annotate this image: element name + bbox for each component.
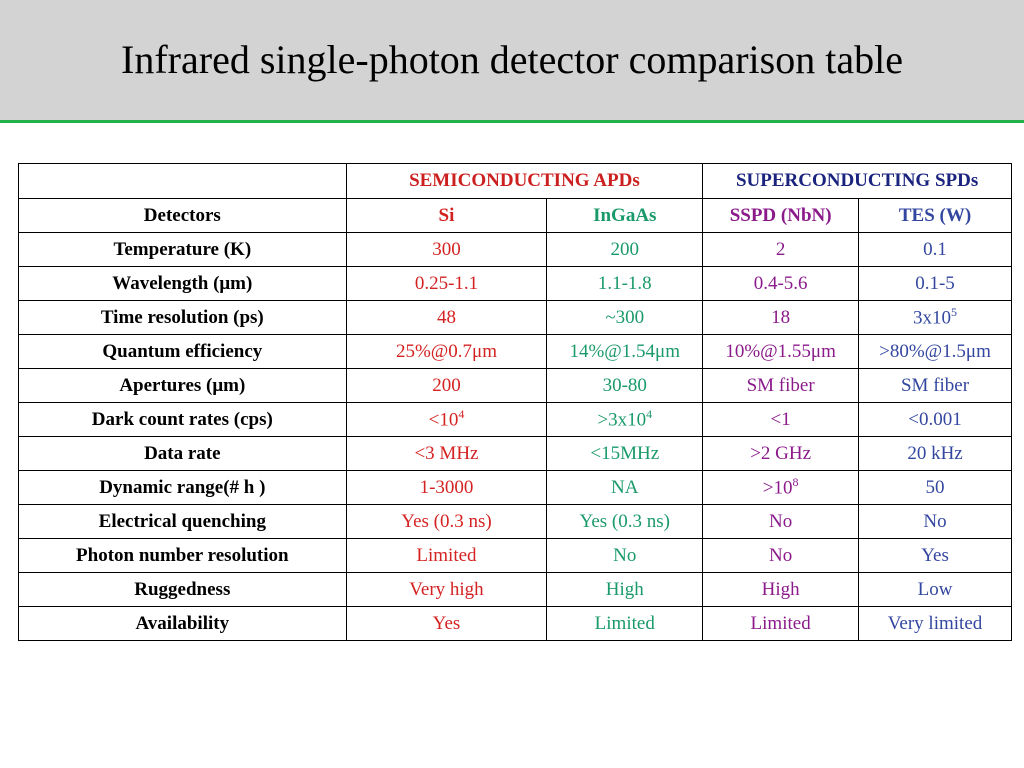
cell: <15MHz: [546, 436, 704, 471]
cell: Yes (0.3 ns): [345, 504, 548, 539]
cell: High: [546, 572, 704, 607]
comparison-table: SEMICONDUCTING APDs SUPERCONDUCTING SPDs…: [18, 163, 1012, 641]
table-row: Wavelength (μm) 0.25-1.1 1.1-1.8 0.4-5.6 0.1…: [18, 266, 1012, 301]
superscript: 5: [951, 305, 958, 320]
cell: 1-3000: [345, 470, 548, 505]
row-header: Dynamic range(# h ): [18, 470, 347, 505]
cell: 18: [702, 300, 860, 335]
table-row: Dynamic range(# h ) 1-3000 NA >108 50: [18, 470, 1012, 505]
cell: Yes: [858, 538, 1012, 573]
table-row: Time resolution (ps) 48 ~300 18 3x105: [18, 300, 1012, 335]
superscript: 8: [792, 475, 799, 490]
cell: SM fiber: [702, 368, 860, 403]
cell: 30-80: [546, 368, 704, 403]
column-header: SSPD (NbN): [702, 198, 860, 233]
cell: High: [702, 572, 860, 607]
cell: No: [702, 538, 860, 573]
cell: 10%@1.55μm: [702, 334, 860, 369]
row-header: Electrical quenching: [18, 504, 347, 539]
cell: 20 kHz: [858, 436, 1012, 471]
cell: 50: [858, 470, 1012, 505]
table-row: Dark count rates (cps) <104 >3x104 <1 <0.001: [18, 402, 1012, 437]
cell: No: [546, 538, 704, 573]
cell: Low: [858, 572, 1012, 607]
cell: 0.4-5.6: [702, 266, 860, 301]
group-header: SEMICONDUCTING APDs: [345, 163, 704, 199]
row-header: Quantum efficiency: [18, 334, 347, 369]
cell: 1.1-1.8: [546, 266, 704, 301]
cell: 2: [702, 232, 860, 267]
table-row: Availability Yes Limited Limited Very limite…: [18, 606, 1012, 641]
row-header: Availability: [18, 606, 347, 641]
column-row: Detectors Si InGaAs SSPD (NbN) TES (W): [18, 198, 1012, 233]
cell: Very limited: [858, 606, 1012, 641]
cell: 0.1-5: [858, 266, 1012, 301]
cell-text: 3x10: [913, 307, 952, 329]
superscript: 4: [458, 407, 465, 422]
table-row: Quantum efficiency 25%@0.7μm 14%@1.54μm 10%…: [18, 334, 1012, 369]
table-row: Electrical quenching Yes (0.3 ns) Yes (0.3…: [18, 504, 1012, 539]
superscript: 4: [646, 407, 653, 422]
cell: 14%@1.54μm: [546, 334, 704, 369]
cell: 3x105: [858, 300, 1012, 335]
cell: Yes (0.3 ns): [546, 504, 704, 539]
cell: No: [858, 504, 1012, 539]
group-row: SEMICONDUCTING APDs SUPERCONDUCTING SPDs: [18, 163, 1012, 199]
cell-text: <10: [428, 409, 459, 431]
cell: >3x104: [546, 402, 704, 437]
table-row: Ruggedness Very high High High Low: [18, 572, 1012, 607]
title-bar: Infrared single-photon detector comparis…: [0, 0, 1024, 123]
cell: ~300: [546, 300, 704, 335]
cell: Limited: [702, 606, 860, 641]
column-header: Detectors: [18, 198, 347, 233]
row-header: Temperature (K): [18, 232, 347, 267]
table-row: Photon number resolution Limited No No Yes: [18, 538, 1012, 573]
row-header: Apertures (μm): [18, 368, 347, 403]
cell: <1: [702, 402, 860, 437]
cell: <0.001: [858, 402, 1012, 437]
column-header: Si: [345, 198, 548, 233]
cell-text: >10: [762, 477, 793, 499]
cell: Very high: [345, 572, 548, 607]
cell: 200: [345, 368, 548, 403]
cell: 200: [546, 232, 704, 267]
cell: Limited: [546, 606, 704, 641]
cell: Limited: [345, 538, 548, 573]
cell: >2 GHz: [702, 436, 860, 471]
cell: <104: [345, 402, 548, 437]
row-header: Photon number resolution: [18, 538, 347, 573]
group-header: SUPERCONDUCTING SPDs: [702, 163, 1012, 199]
table-row: Data rate <3 MHz <15MHz >2 GHz 20 kHz: [18, 436, 1012, 471]
cell: SM fiber: [858, 368, 1012, 403]
cell: 25%@0.7μm: [345, 334, 548, 369]
table-row: Temperature (K) 300 200 2 0.1: [18, 232, 1012, 267]
row-header: Time resolution (ps): [18, 300, 347, 335]
title: Infrared single-photon detector comparis…: [121, 37, 903, 82]
cell: >108: [702, 470, 860, 505]
row-header: Ruggedness: [18, 572, 347, 607]
table-row: Apertures (μm) 200 30-80 SM fiber SM fiber: [18, 368, 1012, 403]
column-header: TES (W): [858, 198, 1012, 233]
row-header: Wavelength (μm): [18, 266, 347, 301]
row-header: Data rate: [18, 436, 347, 471]
cell-text: >3x10: [597, 409, 647, 431]
cell: >80%@1.5μm: [858, 334, 1012, 369]
cell: <3 MHz: [345, 436, 548, 471]
cell: 300: [345, 232, 548, 267]
cell: 0.1: [858, 232, 1012, 267]
cell: No: [702, 504, 860, 539]
empty-cell: [18, 163, 347, 199]
row-header: Dark count rates (cps): [18, 402, 347, 437]
cell: NA: [546, 470, 704, 505]
cell: 48: [345, 300, 548, 335]
cell: 0.25-1.1: [345, 266, 548, 301]
cell: Yes: [345, 606, 548, 641]
column-header: InGaAs: [546, 198, 704, 233]
